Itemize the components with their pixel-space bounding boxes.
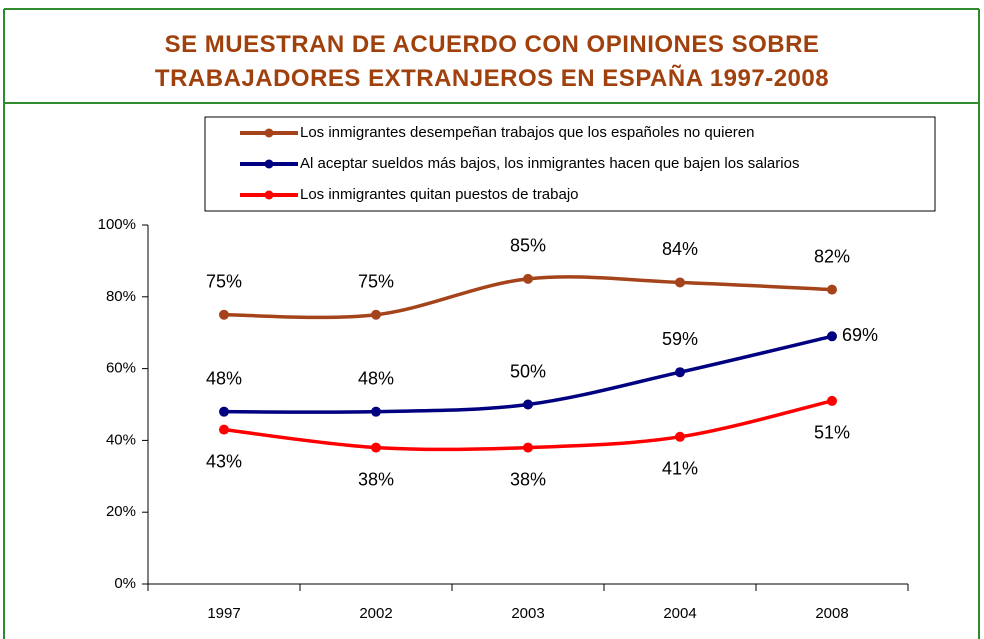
data-label: 75% bbox=[206, 272, 242, 292]
data-label: 82% bbox=[814, 246, 850, 266]
data-point bbox=[219, 309, 229, 320]
data-label: 38% bbox=[510, 469, 546, 489]
data-point bbox=[523, 442, 533, 453]
chart-title: SE MUESTRAN DE ACUERDO CON OPINIONES SOB… bbox=[154, 31, 830, 92]
y-tick-label: 100% bbox=[98, 216, 136, 233]
legend-label: Los inmigrantes desempeñan trabajos que … bbox=[300, 124, 754, 141]
y-tick-label: 80% bbox=[106, 288, 136, 305]
data-point bbox=[675, 431, 685, 442]
y-tick-label: 0% bbox=[114, 575, 136, 592]
data-label: 75% bbox=[358, 272, 394, 292]
data-label: 48% bbox=[206, 368, 242, 388]
data-point bbox=[219, 424, 229, 435]
data-point bbox=[827, 395, 837, 406]
data-label: 48% bbox=[358, 368, 394, 388]
data-point bbox=[219, 406, 229, 417]
data-point bbox=[371, 442, 381, 453]
data-point bbox=[675, 277, 685, 288]
y-tick-label: 20% bbox=[106, 503, 136, 520]
data-point bbox=[827, 331, 837, 342]
data-point bbox=[675, 367, 685, 378]
data-point bbox=[371, 309, 381, 320]
legend-label: Al aceptar sueldos más bajos, los inmigr… bbox=[300, 155, 799, 172]
legend-box bbox=[204, 116, 936, 212]
data-label: 51% bbox=[814, 423, 850, 443]
data-label: 43% bbox=[206, 451, 242, 471]
data-label: 50% bbox=[510, 361, 546, 381]
data-point bbox=[827, 284, 837, 295]
x-tick-label: 1997 bbox=[207, 605, 240, 622]
data-point bbox=[523, 399, 533, 410]
data-label: 38% bbox=[358, 469, 394, 489]
x-tick-label: 2002 bbox=[359, 605, 392, 622]
x-tick-label: 2004 bbox=[663, 605, 696, 622]
y-tick-label: 60% bbox=[106, 360, 136, 377]
data-point bbox=[371, 406, 381, 417]
legend-marker bbox=[264, 190, 274, 200]
x-tick-label: 2003 bbox=[511, 605, 544, 622]
data-label: 85% bbox=[510, 236, 546, 256]
data-label: 69% bbox=[842, 325, 878, 345]
data-label: 59% bbox=[662, 329, 698, 349]
x-tick-label: 2008 bbox=[815, 605, 848, 622]
legend-label: Los inmigrantes quitan puestos de trabaj… bbox=[300, 186, 579, 203]
y-tick-label: 40% bbox=[106, 431, 136, 448]
data-label: 41% bbox=[662, 459, 698, 479]
legend-marker bbox=[264, 159, 274, 169]
data-label: 84% bbox=[662, 239, 698, 259]
legend-marker bbox=[264, 128, 274, 138]
data-point bbox=[523, 273, 533, 284]
